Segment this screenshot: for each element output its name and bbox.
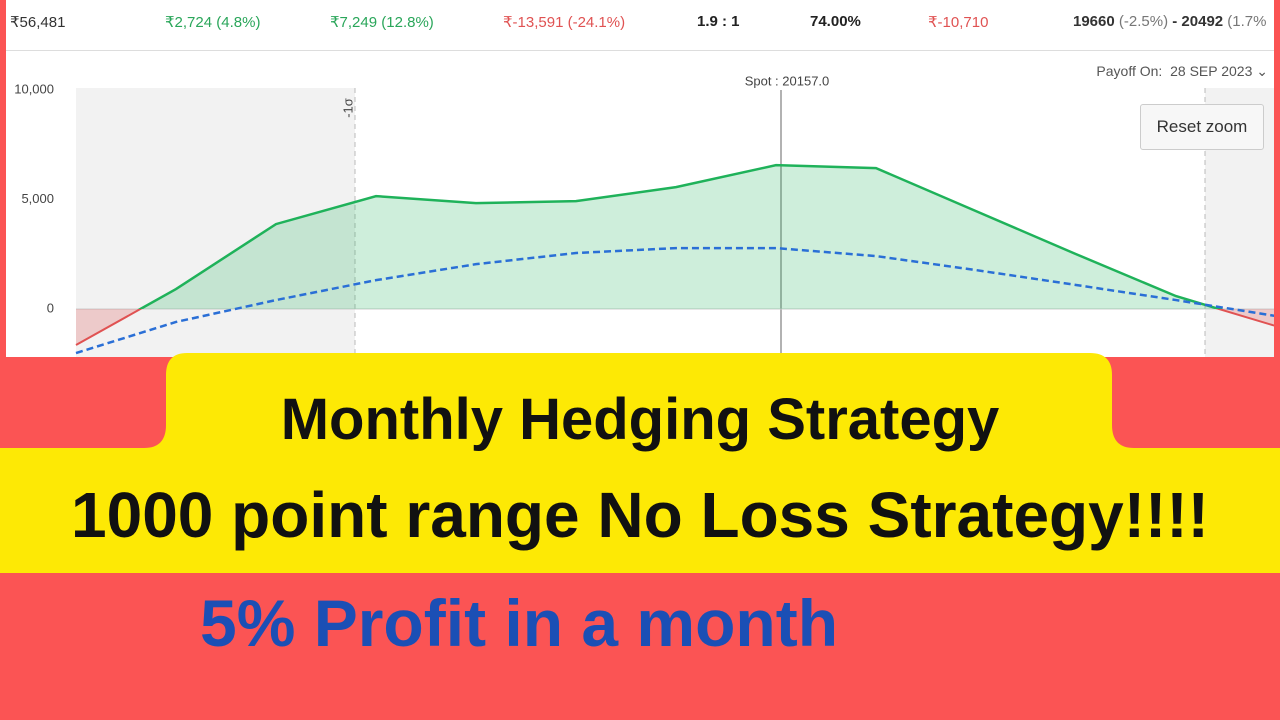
payoff-date-value: 28 SEP 2023 xyxy=(1170,63,1253,79)
stat-pct: (-24.1%) xyxy=(567,14,626,31)
stat: 1.9 : 1 xyxy=(697,13,740,30)
payoff-date[interactable]: Payoff On: 28 SEP 2023 ⌄ xyxy=(1096,63,1268,79)
stat-pct: (-2.5%) xyxy=(1118,13,1169,30)
stat-value: ₹-13,591 xyxy=(503,14,564,31)
banner-title: Monthly Hedging Strategy xyxy=(280,387,1000,452)
series-line xyxy=(137,163,1224,310)
stat: ₹-13,591 (-24.1%) xyxy=(503,13,625,31)
chart-panel: ₹56,481 ₹2,724 (4.8%) ₹7,249 (12.8%) ₹-1… xyxy=(6,0,1274,357)
stat: ₹2,724 (4.8%) xyxy=(165,13,260,31)
y-tick-label: 0 xyxy=(47,300,54,315)
banner-caption: 5% Profit in a month xyxy=(200,586,839,660)
stat-value: 19660 xyxy=(1073,13,1115,30)
stat-pct: (4.8%) xyxy=(216,14,261,31)
banner-subtitle: 1000 point range No Loss Strategy!!!! xyxy=(71,479,1209,551)
stat-value: - 20492 xyxy=(1172,13,1224,30)
stat: ₹56,481 xyxy=(10,14,66,31)
series-line xyxy=(75,246,1274,355)
stat: ₹-10,710 xyxy=(928,14,989,31)
payoff-label: Payoff On: xyxy=(1096,63,1163,79)
stat-pct: (1.7% xyxy=(1227,13,1267,30)
spot-label: Spot : 20157.0 xyxy=(745,73,830,88)
reset-zoom-button[interactable]: Reset zoom xyxy=(1140,104,1264,150)
stat-pct: (12.8%) xyxy=(381,14,434,31)
stat-value: ₹7,249 xyxy=(330,14,378,31)
stat: 19660 (-2.5%) - 20492 (1.7% xyxy=(1073,13,1266,30)
sigma-label: -1σ xyxy=(340,98,355,118)
y-tick-label: 10,000 xyxy=(14,82,54,97)
payoff-chart: -1σ Spot : 20157.0 10,000 5,000 0 xyxy=(14,73,1274,357)
stats-bar: ₹56,481 ₹2,724 (4.8%) ₹7,249 (12.8%) ₹-1… xyxy=(6,0,1274,51)
y-tick-label: 5,000 xyxy=(21,191,54,206)
profit-area xyxy=(140,165,1220,310)
stat: 74.00% xyxy=(810,13,861,30)
stat: ₹7,249 (12.8%) xyxy=(330,13,434,31)
stat-value: ₹2,724 xyxy=(165,14,213,31)
